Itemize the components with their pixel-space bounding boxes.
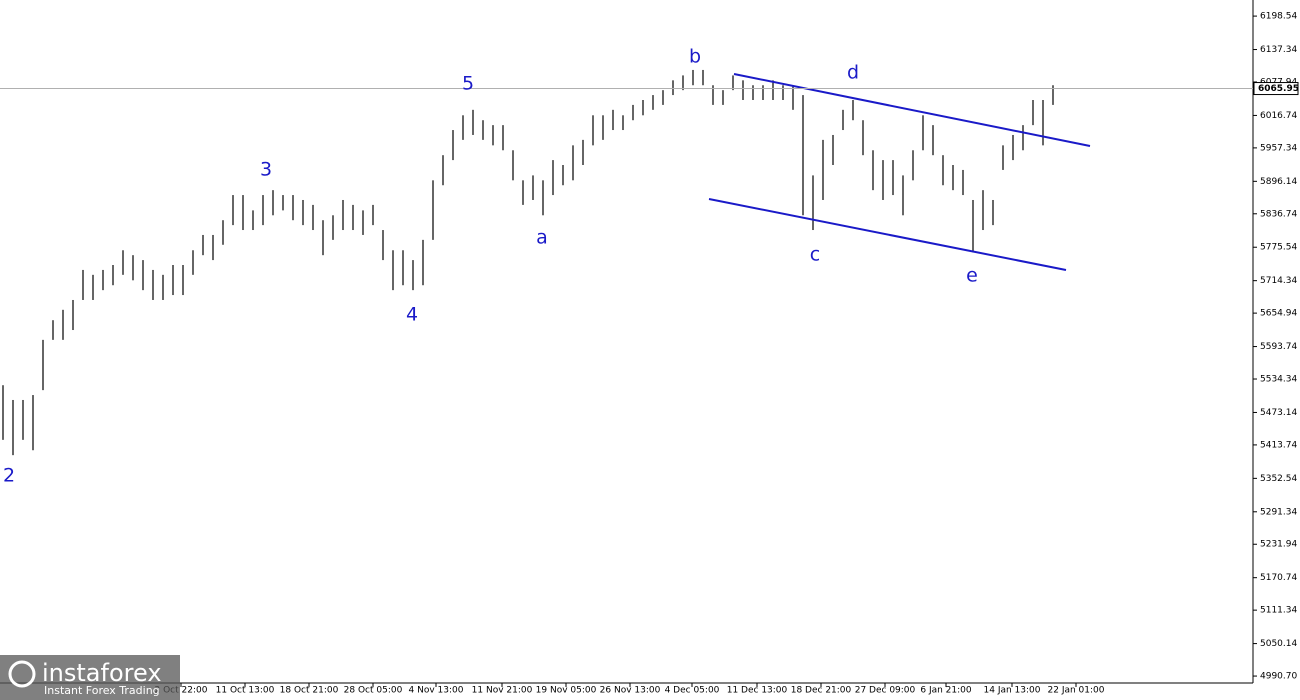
x-tick-label: 11 Dec 13:00	[727, 686, 788, 696]
y-tick-label: 5836.74	[1260, 209, 1297, 219]
watermark: instaforex Instant Forex Trading	[0, 655, 180, 700]
price-bars	[2, 69, 1054, 456]
watermark-bg	[0, 655, 180, 700]
x-tick-label: 6 Jan 21:00	[920, 686, 972, 696]
channel-lower	[708, 198, 1067, 271]
x-tick-label: 27 Dec 09:00	[855, 686, 916, 696]
y-tick-label: 5534.34	[1260, 375, 1297, 385]
y-tick-label: 5957.34	[1260, 143, 1297, 153]
y-tick-label: 5775.54	[1260, 243, 1297, 253]
x-tick-label: 14 Jan 13:00	[984, 686, 1041, 696]
x-tick-label: 19 Nov 05:00	[536, 686, 597, 696]
wave-label: a	[536, 227, 548, 249]
y-tick-label: 5896.14	[1260, 177, 1297, 187]
y-tick-label: 6137.34	[1260, 45, 1297, 55]
x-tick-label: 4 Nov 13:00	[409, 686, 464, 696]
y-tick-label: 5291.34	[1260, 507, 1297, 517]
watermark-brand: instaforex	[42, 659, 162, 687]
x-tick-label: 11 Oct 13:00	[216, 686, 275, 696]
y-tick-label: 5413.74	[1260, 440, 1297, 450]
wave-label: 4	[406, 304, 418, 326]
channel-upper	[733, 73, 1091, 147]
y-tick-label: 5170.74	[1260, 573, 1297, 583]
y-tick-label: 5654.94	[1260, 309, 1297, 319]
watermark-slogan: Instant Forex Trading	[44, 684, 160, 697]
wave-label: b	[689, 46, 701, 68]
x-tick-label: 18 Oct 21:00	[280, 686, 339, 696]
x-tick-label: 28 Oct 05:00	[344, 686, 403, 696]
y-tick-label: 5050.14	[1260, 639, 1297, 649]
current-price-box	[1253, 82, 1299, 96]
y-tick-label: 5352.54	[1260, 474, 1297, 484]
y-tick-label: 6198.54	[1260, 12, 1297, 22]
wave-label: 3	[260, 159, 272, 181]
x-tick-label: 11 Nov 21:00	[472, 686, 533, 696]
y-tick-label: 5714.34	[1260, 276, 1297, 286]
wave-label: c	[810, 244, 820, 266]
wave-label: e	[966, 265, 978, 287]
wave-label: 2	[3, 465, 15, 487]
y-tick-label: 5111.34	[1260, 606, 1297, 616]
x-tick-label: 26 Nov 13:00	[600, 686, 661, 696]
x-tick-label: 4 Dec 05:00	[665, 686, 720, 696]
x-tick-label: 18 Dec 21:00	[791, 686, 852, 696]
wave-label: d	[847, 62, 859, 84]
x-tick-label: 2 Oct 22:00	[155, 686, 208, 696]
y-tick-label: 6016.74	[1260, 111, 1297, 121]
y-tick-label: 5593.74	[1260, 342, 1297, 352]
y-tick-label: 5473.14	[1260, 408, 1297, 418]
current-price-label: 6065.95	[1258, 84, 1299, 94]
wave-label: 5	[462, 73, 474, 95]
y-tick-label: 4990.70	[1260, 672, 1297, 682]
y-tick-label: 5231.94	[1260, 540, 1297, 550]
x-tick-label: 22 Jan 01:00	[1048, 686, 1105, 696]
watermark-logo	[8, 660, 36, 688]
